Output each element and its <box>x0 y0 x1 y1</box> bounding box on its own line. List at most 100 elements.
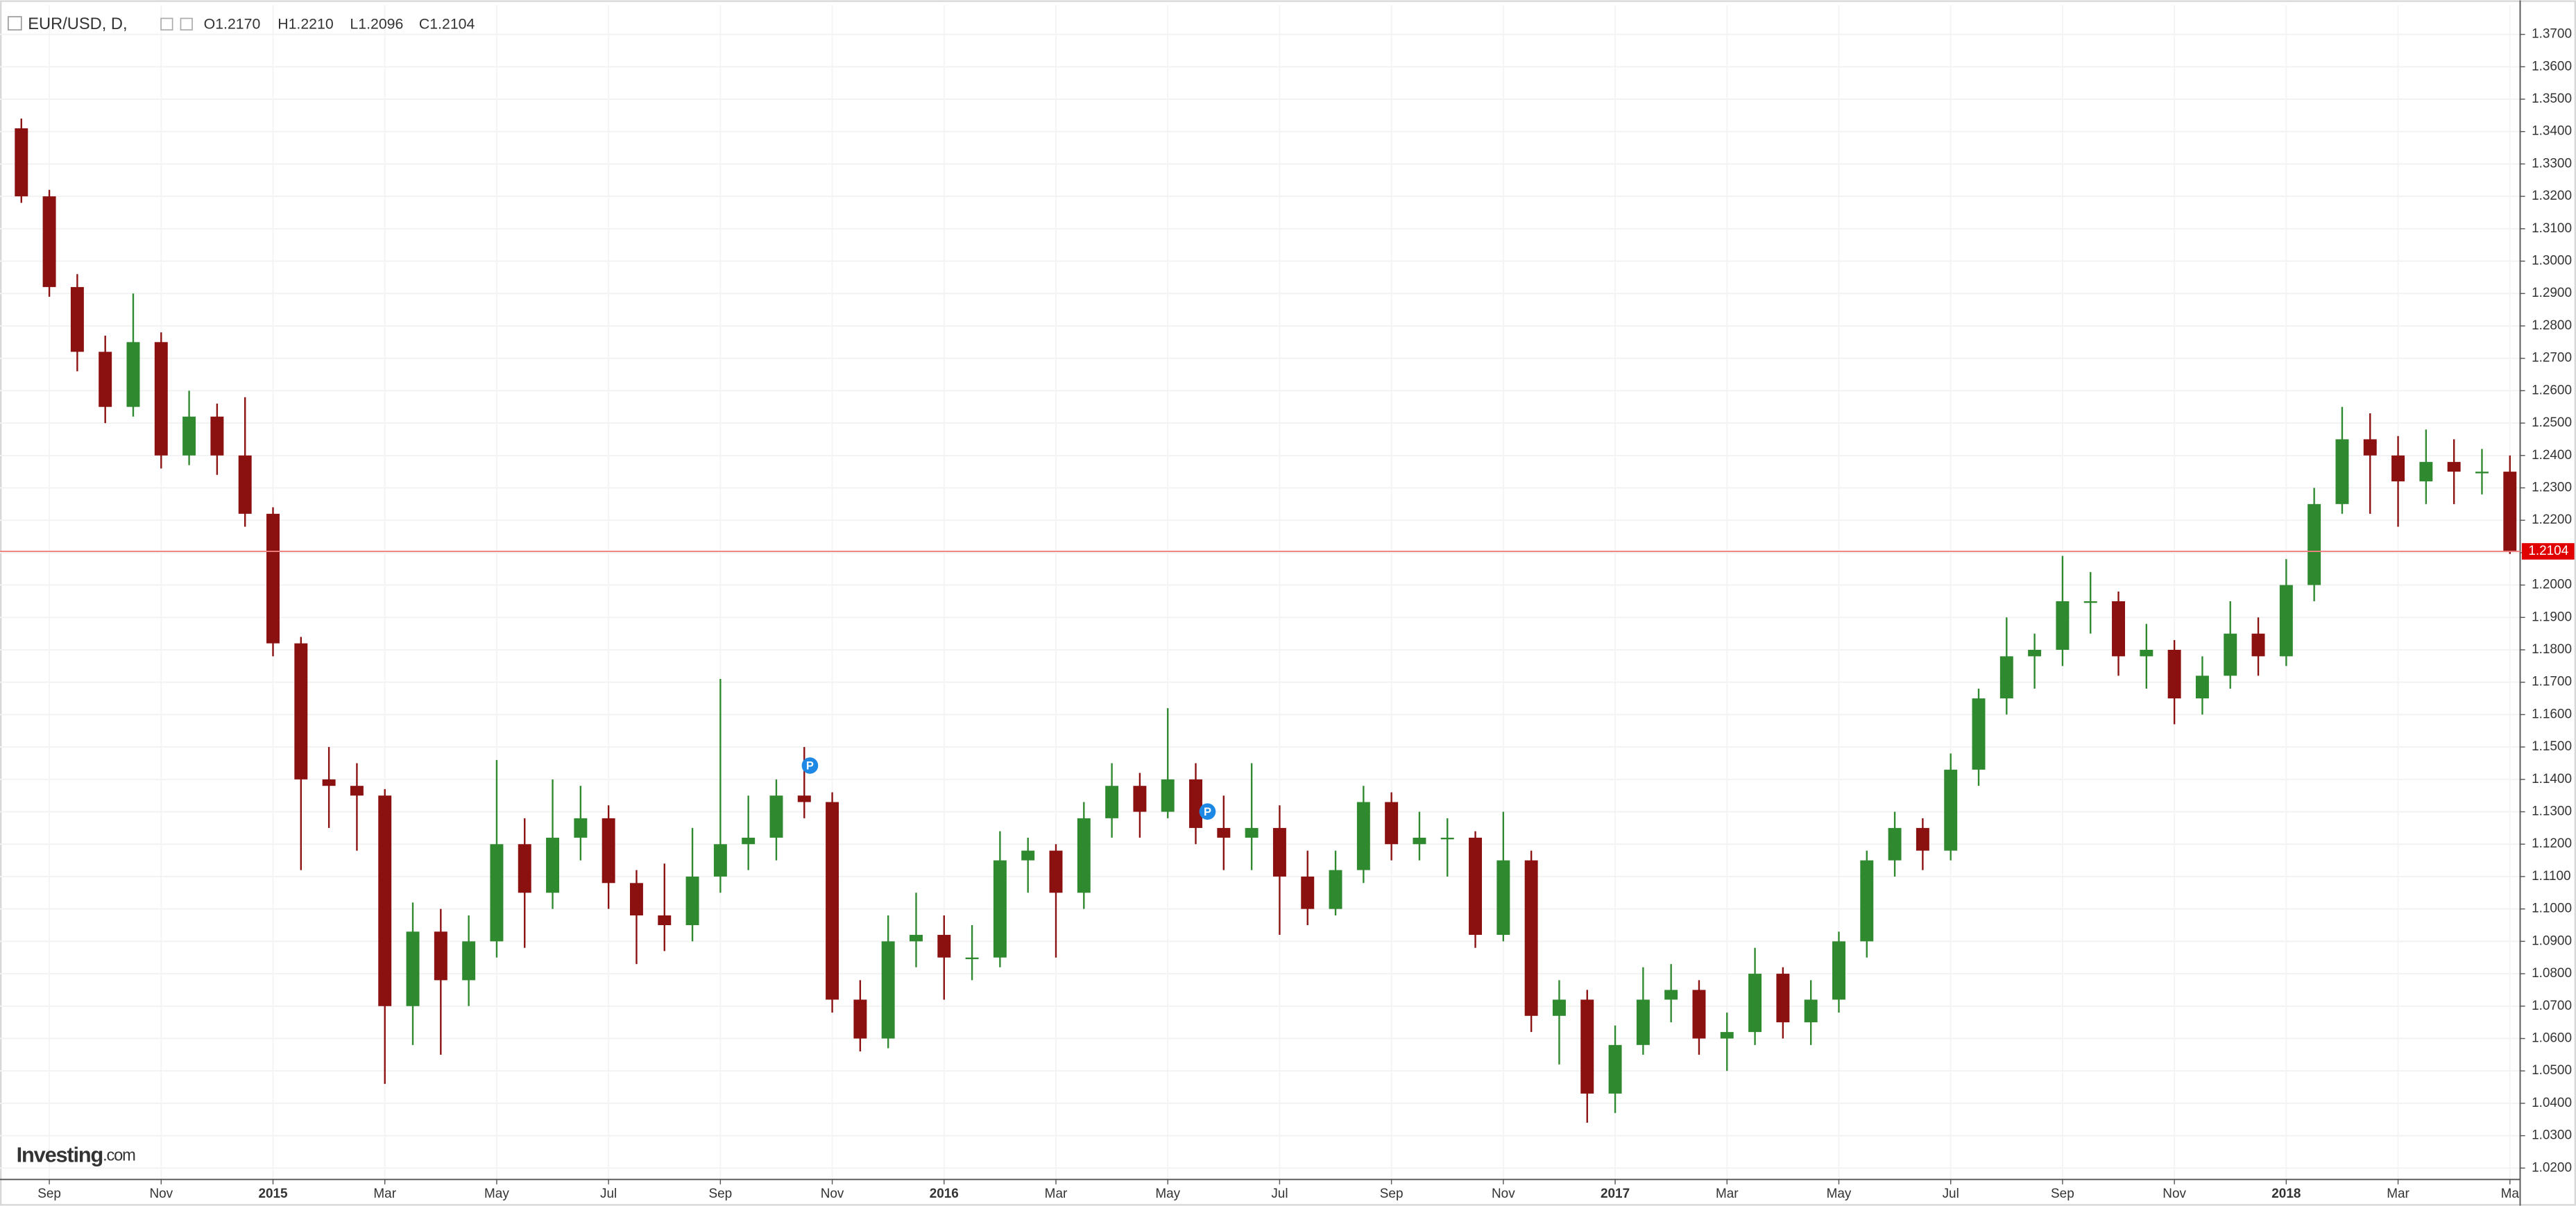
y-tick-label: 1.1800 <box>2532 642 2572 657</box>
y-tick-label: 1.1300 <box>2532 804 2572 819</box>
candle-body <box>2056 601 2070 651</box>
x-tick-label: Nov <box>1492 1187 1515 1201</box>
y-tick-label: 1.3300 <box>2532 156 2572 171</box>
symbol-title: EUR/USD, D, <box>28 15 127 33</box>
candle-body <box>2391 455 2405 482</box>
event-marker[interactable] <box>1199 803 1216 820</box>
y-tick-label: 1.2000 <box>2532 578 2572 592</box>
x-tick-label: Sep <box>709 1187 733 1201</box>
candle-body <box>993 860 1007 958</box>
close-icon[interactable] <box>180 17 193 31</box>
candle-body <box>1999 656 2013 699</box>
candle-body <box>322 779 336 786</box>
y-tick-label: 1.1000 <box>2532 902 2572 916</box>
candle-body <box>769 795 783 838</box>
candle-body <box>1832 941 1845 1000</box>
y-tick-label: 1.1400 <box>2532 772 2572 786</box>
candle-body <box>1385 802 1399 845</box>
x-tick-label: 2017 <box>1601 1187 1630 1201</box>
candle-body <box>1608 1044 1622 1094</box>
candle-body <box>1552 999 1566 1016</box>
candle-body <box>490 844 504 942</box>
y-tick-label: 1.0300 <box>2532 1128 2572 1143</box>
y-tick-label: 1.2200 <box>2532 512 2572 527</box>
candle-body <box>406 931 420 1006</box>
candle-body <box>15 128 28 197</box>
y-tick-label: 1.3400 <box>2532 124 2572 139</box>
candle-body <box>2475 472 2489 474</box>
candle-body <box>853 999 867 1039</box>
candle-body <box>2447 462 2461 472</box>
candle-body <box>462 941 476 981</box>
y-tick-label: 1.3100 <box>2532 221 2572 236</box>
x-tick-label: 2015 <box>258 1187 287 1201</box>
candle-body <box>1077 818 1091 893</box>
ohlc-high: H1.2210 <box>278 16 334 33</box>
candle-body <box>685 876 699 926</box>
candle-body <box>1860 860 1874 942</box>
y-tick-label: 1.0600 <box>2532 1031 2572 1045</box>
x-tick-label: Sep <box>37 1187 61 1201</box>
x-tick-label: Nov <box>821 1187 844 1201</box>
candle-body <box>2195 675 2209 699</box>
candle-body <box>1413 837 1426 845</box>
x-tick-label: Sep <box>2051 1187 2074 1201</box>
x-tick-label: 2016 <box>930 1187 959 1201</box>
candle-body <box>126 342 140 407</box>
y-tick-label: 1.2600 <box>2532 383 2572 397</box>
candle-body <box>1496 860 1510 936</box>
x-tick-label: Nov <box>149 1187 173 1201</box>
brand-name: Investing <box>17 1143 103 1167</box>
candle-body <box>210 416 224 456</box>
candle-body <box>2083 601 2097 603</box>
candle-body <box>294 643 308 779</box>
x-tick-label: 2018 <box>2271 1187 2301 1201</box>
event-marker-label: P <box>1204 805 1211 818</box>
y-tick-label: 1.1100 <box>2532 869 2571 884</box>
candle-body <box>1133 786 1147 812</box>
y-tick-label: 1.3000 <box>2532 254 2572 268</box>
candle-body <box>1804 999 1818 1023</box>
candle-body <box>2419 462 2433 482</box>
candle-body <box>629 883 643 916</box>
candle-body <box>1692 990 1706 1039</box>
candle-body <box>1440 837 1454 840</box>
candle-body <box>1245 827 1259 838</box>
event-marker-label: P <box>806 759 814 772</box>
candle-body <box>42 196 56 287</box>
candle-body <box>1524 860 1538 1016</box>
collapse-icon[interactable] <box>8 16 22 31</box>
candle-body <box>1944 769 1958 851</box>
x-tick-label: Sep <box>1380 1187 1404 1201</box>
x-tick-label: Mar <box>373 1187 396 1201</box>
settings-icon[interactable] <box>160 17 173 31</box>
candle-body <box>937 935 951 958</box>
candle-body <box>1916 827 1929 851</box>
y-tick-label: 1.2500 <box>2532 415 2572 430</box>
candle-body <box>2224 633 2237 676</box>
candle-body <box>2279 585 2293 657</box>
y-tick-label: 1.1700 <box>2532 675 2572 689</box>
y-tick-label: 1.1200 <box>2532 836 2572 851</box>
candle-body <box>2363 439 2377 456</box>
candle-body <box>1469 837 1483 936</box>
x-tick-label: Nov <box>2163 1187 2186 1201</box>
y-tick-label: 1.1600 <box>2532 707 2572 721</box>
ohlc-low: L1.2096 <box>350 16 403 33</box>
candle-body <box>881 941 895 1039</box>
y-tick-label: 1.2400 <box>2532 448 2572 463</box>
brand: Investing.com <box>17 1143 135 1167</box>
candle-body <box>2028 650 2042 657</box>
candle-body <box>742 837 756 845</box>
x-tick-label: Ma <box>2501 1187 2520 1201</box>
candle-body <box>1636 999 1650 1045</box>
candle-body <box>1272 827 1286 877</box>
candle-body <box>2251 633 2265 657</box>
event-marker[interactable] <box>801 757 819 774</box>
candle-body <box>910 935 923 942</box>
grid <box>0 5 2520 1180</box>
candle-body <box>70 286 84 352</box>
candle-body <box>434 931 447 981</box>
x-tick-label: Jul <box>1271 1187 1288 1201</box>
